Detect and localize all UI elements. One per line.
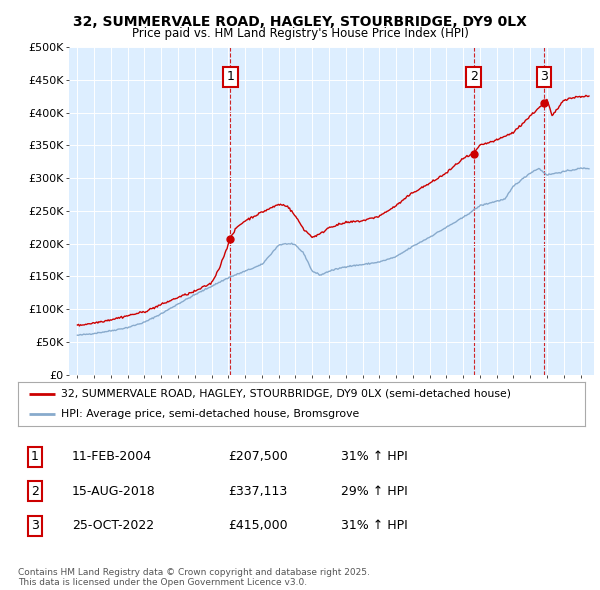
Text: 3: 3 — [540, 70, 548, 83]
Text: 29% ↑ HPI: 29% ↑ HPI — [341, 484, 408, 498]
Text: Contains HM Land Registry data © Crown copyright and database right 2025.
This d: Contains HM Land Registry data © Crown c… — [18, 568, 370, 587]
Text: 1: 1 — [31, 450, 39, 463]
Text: 1: 1 — [226, 70, 234, 83]
Text: 15-AUG-2018: 15-AUG-2018 — [72, 484, 155, 498]
Text: 2: 2 — [31, 484, 39, 498]
Text: £337,113: £337,113 — [228, 484, 287, 498]
Text: 3: 3 — [31, 519, 39, 532]
Text: HPI: Average price, semi-detached house, Bromsgrove: HPI: Average price, semi-detached house,… — [61, 409, 359, 419]
Text: 32, SUMMERVALE ROAD, HAGLEY, STOURBRIDGE, DY9 0LX: 32, SUMMERVALE ROAD, HAGLEY, STOURBRIDGE… — [73, 15, 527, 30]
Text: 31% ↑ HPI: 31% ↑ HPI — [341, 450, 408, 463]
Text: £207,500: £207,500 — [228, 450, 287, 463]
Text: 31% ↑ HPI: 31% ↑ HPI — [341, 519, 408, 532]
Text: Price paid vs. HM Land Registry's House Price Index (HPI): Price paid vs. HM Land Registry's House … — [131, 27, 469, 40]
Text: 2: 2 — [470, 70, 478, 83]
Text: 11-FEB-2004: 11-FEB-2004 — [72, 450, 152, 463]
Text: 25-OCT-2022: 25-OCT-2022 — [72, 519, 154, 532]
Text: 32, SUMMERVALE ROAD, HAGLEY, STOURBRIDGE, DY9 0LX (semi-detached house): 32, SUMMERVALE ROAD, HAGLEY, STOURBRIDGE… — [61, 389, 511, 399]
Text: £415,000: £415,000 — [228, 519, 287, 532]
